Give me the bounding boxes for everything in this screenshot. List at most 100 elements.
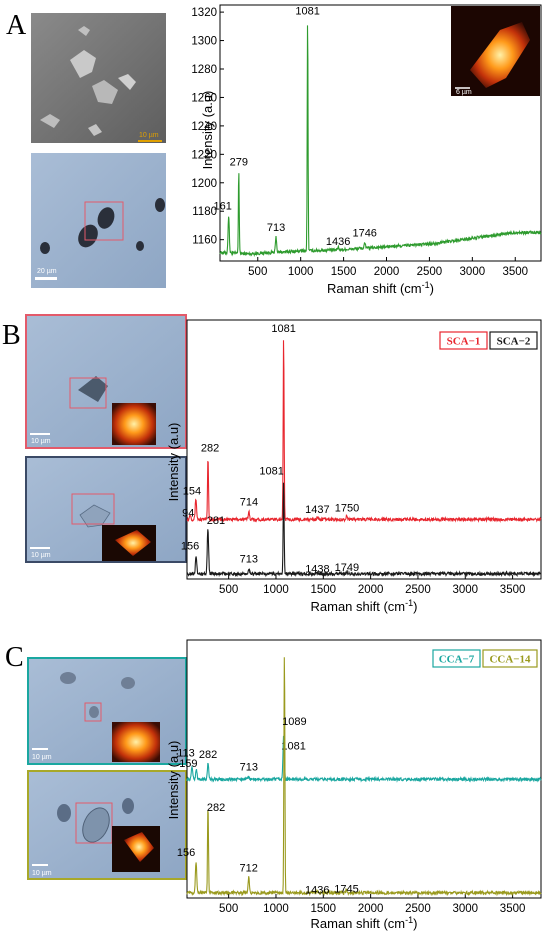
peak-label: 1081 [259, 466, 283, 478]
scale-bar-label: 20 µm [37, 268, 57, 275]
x-tick-label: 2000 [358, 584, 384, 596]
raman-map-hotspot [470, 22, 530, 88]
optical-micrograph-c1: 10 µm [27, 657, 187, 765]
x-tick-label: 3000 [460, 266, 486, 278]
peak-label: 156 [177, 847, 195, 859]
peak-label: 1436 [305, 885, 329, 897]
peak-label: 1436 [326, 236, 350, 248]
peak-label: 712 [240, 862, 258, 874]
y-axis-title: Intensity (a.u) [200, 91, 215, 170]
y-tick-label: 1260 [191, 92, 217, 104]
peak-label: 156 [181, 541, 199, 553]
x-tick-label: 1000 [263, 584, 289, 596]
sem-micrograph-a: 10 µm [31, 13, 166, 143]
peak-label: 1749 [335, 562, 359, 574]
peak-label: 1081 [281, 740, 305, 752]
legend-label: CCA−7 [439, 654, 475, 666]
x-tick-label: 2500 [417, 266, 443, 278]
y-tick-label: 1200 [191, 178, 217, 190]
x-tick-label: 2000 [374, 266, 400, 278]
y-axis-title: Intensity (a.u) [166, 423, 181, 502]
peak-label: 282 [201, 442, 219, 454]
scale-bar-label: 10 µm [31, 438, 51, 445]
peak-label: 282 [199, 749, 217, 761]
plot-frame [186, 319, 542, 580]
x-tick-label: 3000 [452, 584, 478, 596]
y-tick-label: 1160 [192, 235, 217, 247]
peak-label: 1438 [305, 564, 329, 576]
peak-label: 113 [177, 747, 195, 759]
y-tick-label: 1240 [191, 121, 217, 133]
raman-chart-c: 500 1000 1500 2000 2500 3000 3500 Raman shift (… [166, 639, 542, 931]
peak-label: 713 [240, 762, 258, 774]
legend-label: SCA−1 [447, 336, 481, 348]
y-tick-label: 1280 [191, 64, 217, 76]
x-tick-label: 2500 [405, 903, 431, 915]
x-tick-label: 1500 [331, 266, 357, 278]
legend-box [482, 649, 538, 668]
x-axis-title-sup: -1 [405, 915, 413, 925]
x-tick-label: 3500 [500, 903, 526, 915]
series-line [186, 340, 542, 523]
panel-letter-c: C [5, 642, 24, 673]
peak-label: 713 [240, 554, 258, 566]
x-tick-label: 1000 [263, 903, 289, 915]
y-tick-label: 1220 [191, 149, 217, 161]
peak-label: 1745 [334, 883, 358, 895]
peak-label: 159 [179, 758, 197, 770]
peak-label: 94 [182, 507, 194, 519]
plot-frame [219, 4, 542, 262]
x-tick-label: 3500 [502, 266, 528, 278]
peak-label: 282 [207, 802, 225, 814]
panel-letter-a: A [6, 10, 27, 41]
scale-bar-label: 10 µm [32, 870, 52, 877]
x-tick-label: 500 [219, 584, 238, 596]
legend-box [432, 649, 481, 668]
legend-box [489, 331, 538, 350]
x-axis-title: Raman shift (cm-1) [311, 915, 418, 931]
legend-label: SCA−2 [497, 336, 531, 348]
x-axis-title: Raman shift (cm-1) [311, 598, 418, 614]
x-tick-label: 1500 [311, 584, 337, 596]
plot-frame [186, 639, 542, 899]
raman-chart-b: 500 1000 1500 2000 2500 3000 3500 Raman shift (… [166, 319, 542, 614]
peak-label: 1089 [282, 716, 306, 728]
peak-label: 1081 [271, 323, 295, 335]
x-axis-title-sup: -1 [422, 280, 430, 290]
series-line [219, 25, 542, 258]
y-tick-label: 1180 [192, 206, 217, 218]
peak-label: 161 [213, 200, 231, 212]
optical-micrograph-b1: 10 µm [25, 314, 187, 449]
series-line [186, 735, 542, 783]
peak-label: 154 [183, 486, 201, 498]
x-tick-label: 2500 [405, 584, 431, 596]
series-line [186, 482, 542, 578]
scale-bar-label: 10 µm [32, 754, 52, 761]
inset-scale-label: 6 µm [456, 89, 472, 96]
legend-box [439, 331, 488, 350]
x-tick-label: 3000 [452, 903, 478, 915]
optical-micrograph-c2: 10 µm [27, 770, 187, 880]
peak-label: 1750 [335, 503, 359, 515]
peak-label: 1081 [295, 6, 319, 18]
x-tick-label: 500 [219, 903, 238, 915]
peak-label: 713 [267, 222, 285, 234]
peak-label: 1746 [352, 228, 376, 240]
y-tick-label: 1300 [191, 36, 217, 48]
x-axis-title: Raman shift (cm-1) [327, 280, 434, 296]
x-tick-label: 3500 [500, 584, 526, 596]
optical-micrograph-a: 20 µm [31, 153, 166, 288]
panel-letter-b: B [2, 320, 21, 351]
peak-label: 714 [240, 497, 258, 509]
y-axis-title: Intensity (a.u) [166, 741, 181, 820]
peak-label: 281 [207, 515, 225, 527]
x-tick-label: 2000 [358, 903, 384, 915]
x-tick-label: 500 [248, 266, 267, 278]
peak-label: 279 [230, 156, 248, 168]
x-tick-label: 1000 [288, 266, 314, 278]
y-tick-label: 1320 [191, 7, 217, 19]
x-tick-label: 1500 [311, 903, 337, 915]
peak-label: 1437 [305, 504, 329, 516]
x-axis-title-sup: -1 [405, 598, 413, 608]
